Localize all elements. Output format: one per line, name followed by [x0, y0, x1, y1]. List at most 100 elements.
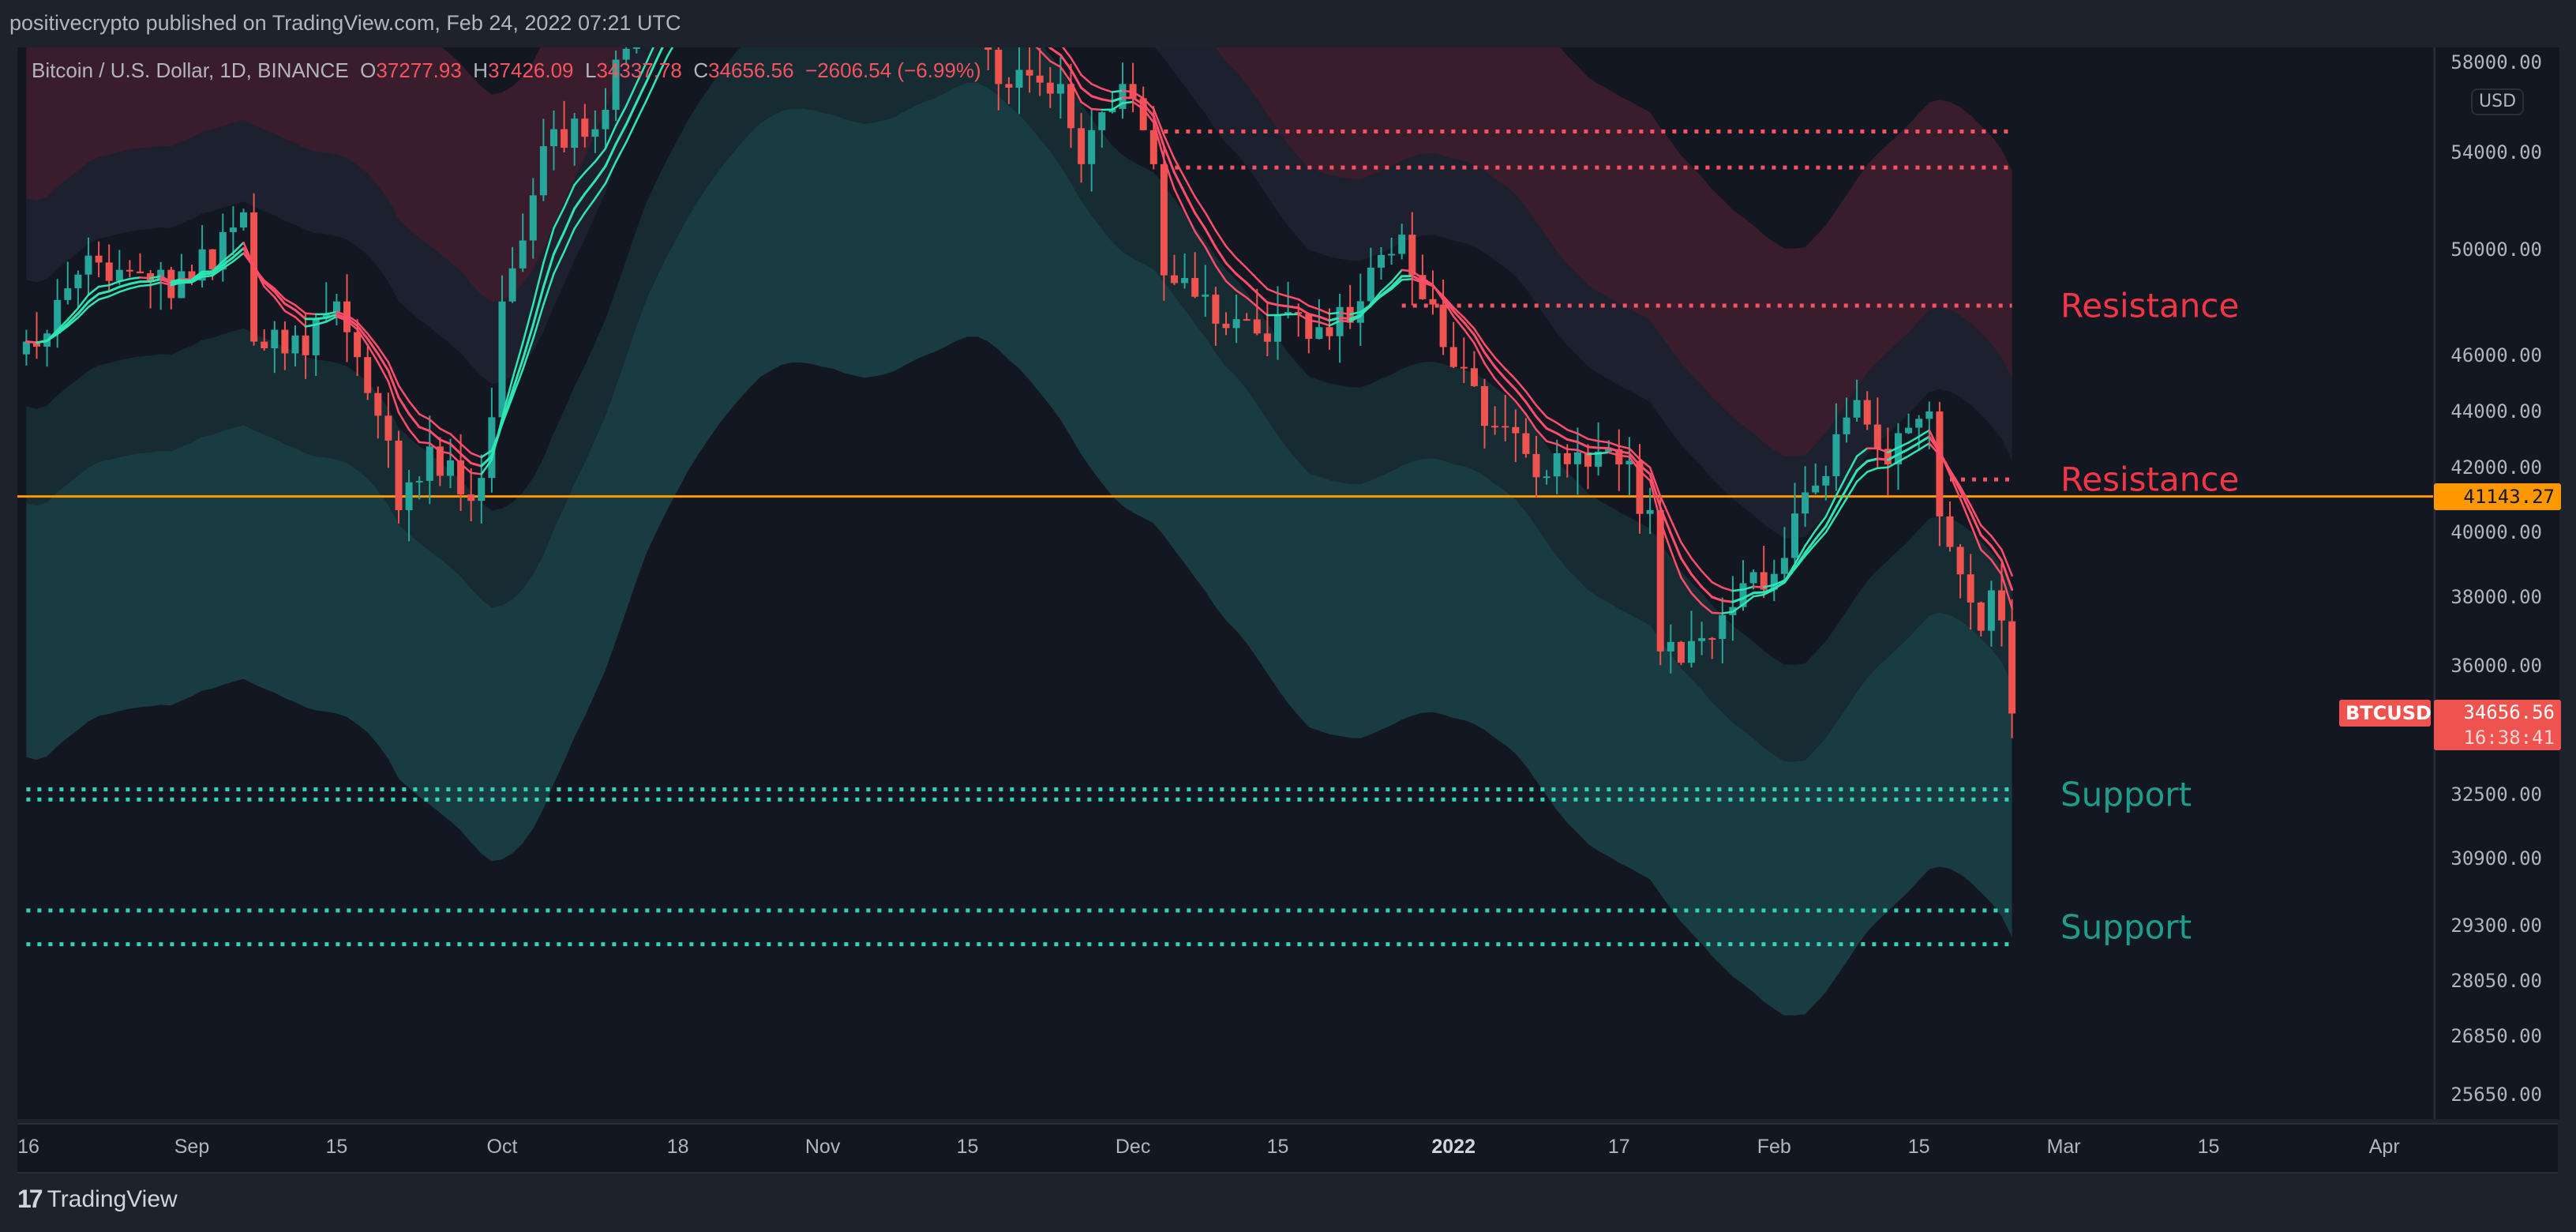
- candle: [302, 335, 309, 355]
- ema-ribbon-segment: [1214, 229, 1228, 248]
- time-tick-label: Feb: [1757, 1136, 1791, 1158]
- candle: [1967, 574, 1974, 603]
- currency-button[interactable]: USD: [2471, 88, 2525, 115]
- candle: [1253, 319, 1261, 334]
- ema-ribbon-segment: [594, 164, 607, 182]
- ema-ribbon-segment: [1907, 435, 1920, 444]
- ema-ribbon-segment: [1587, 438, 1599, 442]
- lower-inner-band: [26, 47, 2012, 762]
- ema-ribbon-segment: [1824, 514, 1838, 534]
- candle: [261, 341, 268, 348]
- candle: [1553, 453, 1561, 477]
- ema-ribbon-segment: [1442, 296, 1455, 313]
- ema-ribbon-segment: [407, 400, 421, 415]
- ema-ribbon-segment: [1080, 86, 1093, 98]
- time-tick-label: Sep: [174, 1136, 210, 1158]
- ema-ribbon-segment: [1700, 585, 1714, 599]
- time-tick-label: Oct: [486, 1136, 518, 1158]
- ema-ribbon-segment: [1514, 388, 1528, 404]
- ema-ribbon-segment: [470, 471, 483, 475]
- ema-ribbon-segment: [1163, 158, 1176, 190]
- ema-ribbon-segment: [397, 396, 411, 415]
- ema-ribbon-segment: [1256, 277, 1269, 291]
- ema-ribbon-segment: [1555, 422, 1569, 431]
- ema-ribbon-segment: [1431, 284, 1445, 298]
- price-axis[interactable]: 58000.00 54000.00 50000.00 46000.00 44000.00…: [2434, 47, 2559, 1119]
- candle: [178, 271, 186, 299]
- ema-ribbon-segment: [511, 342, 524, 381]
- ema-ribbon-segment: [1628, 452, 1641, 467]
- open-label: O: [360, 58, 377, 82]
- ema-ribbon-segment: [1535, 428, 1548, 442]
- ema-ribbon-segment: [1887, 460, 1899, 469]
- ema-ribbon-segment: [397, 411, 411, 431]
- ema-ribbon-segment: [97, 284, 111, 288]
- ema-ribbon-segment: [1194, 212, 1207, 231]
- chart-plot-area[interactable]: [17, 47, 2433, 1119]
- candle: [561, 129, 568, 148]
- ema-ribbon-segment: [1035, 47, 1041, 52]
- price-tick-label: 40000.00: [2450, 520, 2542, 543]
- ema-ribbon-segment: [1545, 440, 1558, 445]
- ema-ribbon-segment: [1297, 306, 1310, 316]
- candle: [1605, 449, 1613, 452]
- price-tick-label: 42000.00: [2450, 456, 2542, 479]
- ema-ribbon-segment: [1061, 47, 1072, 59]
- candle: [539, 146, 547, 196]
- candle: [426, 446, 433, 481]
- ema-ribbon-segment: [1711, 611, 1724, 614]
- ema-ribbon-segment: [1318, 315, 1331, 322]
- ema-ribbon-segment: [1328, 320, 1341, 327]
- ema-ribbon-segment: [1514, 378, 1528, 393]
- ema-ribbon-segment: [387, 369, 400, 399]
- candle: [1078, 128, 1086, 164]
- candle: [591, 129, 599, 137]
- ema-ribbon-segment: [511, 368, 524, 398]
- ema-ribbon-segment: [470, 461, 483, 468]
- ema-ribbon-segment: [1887, 446, 1899, 454]
- ema-ribbon-segment: [356, 321, 369, 335]
- ema-ribbon-segment: [149, 275, 162, 280]
- ema-ribbon-segment: [139, 276, 152, 280]
- ema-ribbon-segment: [1835, 474, 1848, 497]
- ema-ribbon-segment: [1153, 107, 1165, 137]
- ema-ribbon-segment: [356, 329, 369, 347]
- candle: [126, 269, 133, 272]
- candle: [1646, 509, 1654, 514]
- candle: [1584, 452, 1592, 467]
- candle: [2008, 621, 2016, 714]
- ema-ribbon-segment: [366, 344, 380, 364]
- ema-ribbon-segment: [149, 281, 162, 287]
- candle: [1160, 163, 1168, 276]
- candle: [198, 249, 206, 281]
- symbol-title: Bitcoin / U.S. Dollar, 1D, BINANCE: [32, 58, 349, 82]
- ema-ribbon-segment: [1452, 306, 1465, 319]
- candlestick-chart: [17, 47, 2433, 1016]
- ema-ribbon-segment: [129, 284, 141, 290]
- footer-brand[interactable]: 17 TradingView: [17, 1185, 178, 1214]
- ema-ribbon-segment: [159, 281, 173, 287]
- ema-ribbon-segment: [532, 261, 545, 306]
- ema-ribbon-segment: [273, 287, 287, 301]
- ema-ribbon-segment: [1577, 449, 1589, 456]
- ema-ribbon-segment: [1214, 246, 1228, 265]
- candle: [1295, 312, 1303, 314]
- candle: [384, 415, 392, 441]
- ema-ribbon-segment: [66, 307, 80, 321]
- ema-ribbon-segment: [1411, 278, 1424, 284]
- ema-ribbon-segment: [1969, 504, 1982, 527]
- ema-ribbon-segment: [201, 274, 214, 278]
- ema-ribbon-segment: [1442, 295, 1455, 309]
- candle: [995, 49, 1003, 85]
- candle: [364, 357, 372, 393]
- time-tick-label: 18: [666, 1136, 689, 1158]
- ema-ribbon-segment: [1855, 460, 1869, 472]
- time-axis[interactable]: 16 Sep 15 Oct 18 Nov 15 Dec 15 2022 17 Feb 15 Mar 15 Ap…: [17, 1123, 2558, 1174]
- ema-ribbon-segment: [1111, 89, 1124, 93]
- ema-ribbon-segment: [614, 141, 628, 163]
- ema-ribbon-segment: [1328, 316, 1341, 322]
- ema-ribbon-segment: [366, 332, 380, 348]
- ema-ribbon-segment: [1824, 494, 1838, 518]
- candle: [281, 329, 289, 354]
- ema-ribbon-segment: [1245, 296, 1258, 308]
